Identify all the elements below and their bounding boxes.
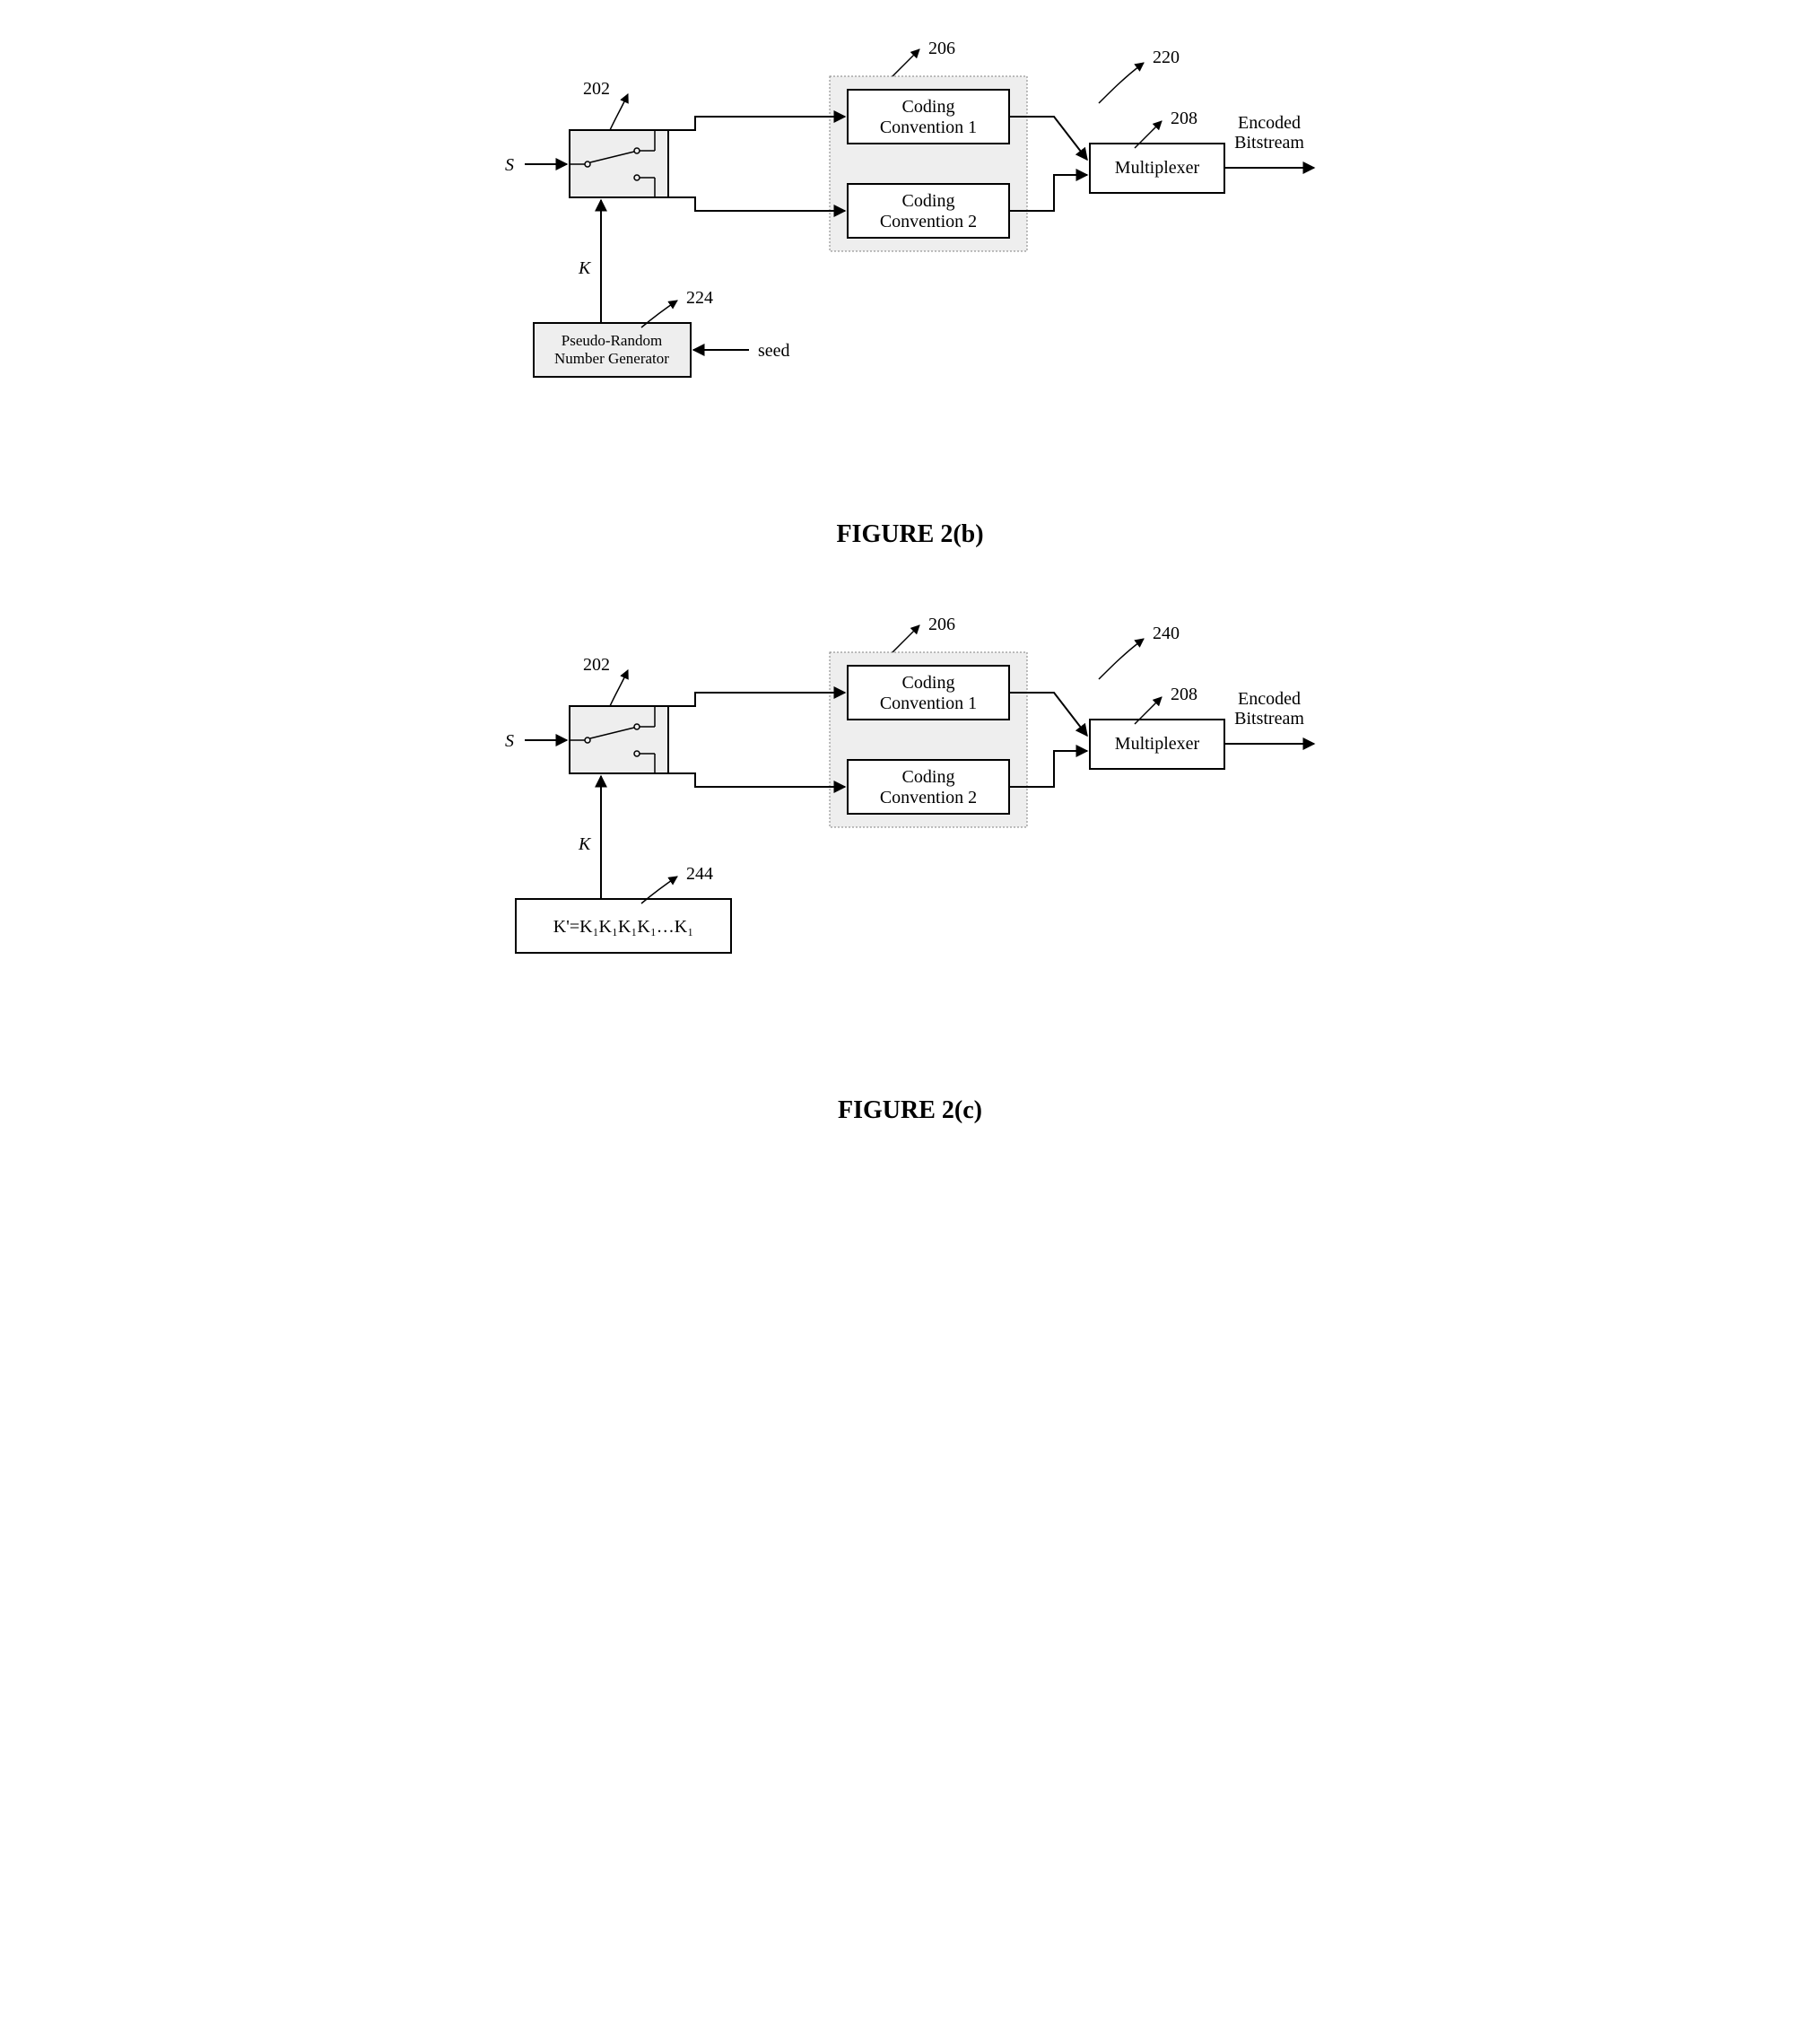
coding-conv-2-l2: Convention 2: [879, 212, 976, 231]
figure-2b-title: FIGURE 2(b): [27, 520, 1793, 549]
figure-2c: 240 206 Coding Convention 1 Coding Conve…: [462, 603, 1359, 1025]
input-s-label-c: S: [505, 731, 514, 751]
ref-240: 240: [1153, 624, 1180, 643]
control-k-label-c: K: [578, 834, 592, 854]
prng-l1: Pseudo-Random: [561, 332, 661, 349]
ref-208-c: 208: [1171, 685, 1197, 704]
figure-2c-title: FIGURE 2(c): [27, 1096, 1793, 1125]
output-l1: Encoded: [1238, 113, 1301, 133]
multiplexer-label: Multiplexer: [1114, 158, 1199, 178]
key-block-formula: K'=K₁K₁K₁K₁…K₁: [553, 917, 692, 937]
coding-conv-2-l1: Coding: [901, 191, 954, 211]
multiplexer-label-c: Multiplexer: [1114, 734, 1199, 754]
svg-text:Encoded: Encoded: [1238, 689, 1301, 709]
figure-2c-svg: 240 206 Coding Convention 1 Coding Conve…: [462, 603, 1359, 1025]
svg-text:Coding: Coding: [901, 767, 954, 787]
svg-text:Convention 2: Convention 2: [879, 788, 976, 807]
svg-text:Bitstream: Bitstream: [1234, 709, 1304, 729]
ref-208: 208: [1171, 109, 1197, 128]
control-k-label: K: [578, 258, 592, 278]
ref-206: 206: [928, 39, 955, 58]
input-s-label: S: [505, 155, 514, 175]
coding-conv-1-l2: Convention 1: [879, 118, 976, 137]
figure-2b: 220 206 Coding Convention 1 Coding Conve…: [462, 27, 1359, 449]
seed-label: seed: [758, 341, 790, 361]
figure-2b-svg: 220 206 Coding Convention 1 Coding Conve…: [462, 27, 1359, 449]
ref-224: 224: [686, 288, 713, 308]
ref-206-c: 206: [928, 615, 955, 634]
prng-l2: Number Generator: [554, 350, 669, 367]
svg-text:Convention 1: Convention 1: [879, 694, 976, 713]
ref-202-c: 202: [583, 655, 610, 675]
coding-conv-1-l1: Coding: [901, 97, 954, 117]
ref-244: 244: [686, 864, 713, 884]
svg-text:Coding: Coding: [901, 673, 954, 693]
ref-220: 220: [1153, 48, 1180, 67]
ref-202: 202: [583, 79, 610, 99]
output-l2: Bitstream: [1234, 133, 1304, 153]
